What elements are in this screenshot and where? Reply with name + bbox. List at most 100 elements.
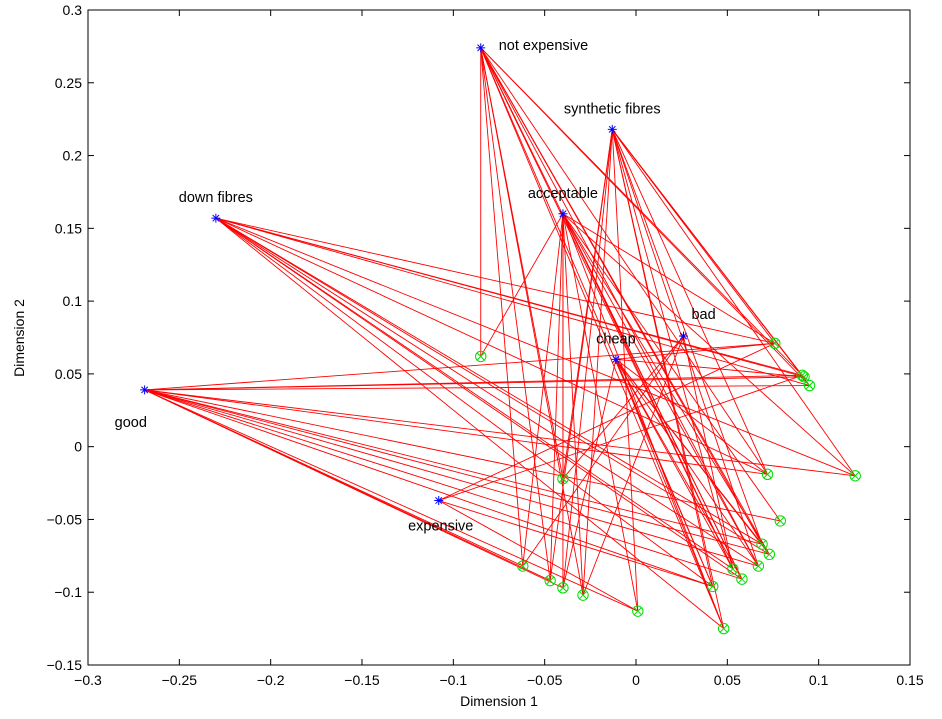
object-marker [849, 470, 861, 482]
object-marker [736, 573, 748, 585]
attribute-label: down fibres [179, 190, 253, 206]
link-line [562, 213, 725, 629]
link-line [144, 376, 805, 391]
attribute-marker [140, 385, 150, 395]
x-tick-label: 0.05 [714, 672, 741, 688]
link-line [144, 389, 713, 587]
links-layer [144, 47, 856, 629]
x-tick-label: 0 [632, 672, 640, 688]
attribute-marker [607, 124, 617, 134]
link-line [611, 129, 810, 386]
link-line [562, 213, 776, 344]
y-axis-title: Dimension 2 [11, 299, 27, 377]
object-marker [769, 337, 781, 350]
link-line [562, 359, 617, 588]
link-line [611, 129, 856, 477]
link-line [144, 389, 759, 567]
object-marker [761, 468, 774, 481]
link-line [562, 213, 584, 596]
attribute-label: not expensive [499, 38, 588, 54]
link-line [562, 213, 770, 555]
link-line [522, 335, 684, 567]
link-line [144, 389, 743, 580]
link-line [611, 129, 768, 475]
attribute-marker [558, 209, 568, 219]
y-tick-label: 0 [74, 439, 82, 455]
x-tick-label: −0.25 [162, 672, 198, 688]
link-line [615, 359, 743, 580]
object-marker [707, 580, 719, 593]
link-line [683, 335, 734, 570]
object-marker [557, 472, 569, 485]
object-marker [752, 560, 765, 572]
object-marker [577, 589, 589, 601]
link-line [144, 385, 810, 391]
x-axis: −0.3 −0.25 −0.2 −0.15 −0.1 −0.05 0 0.05 0.1 0.15 [74, 10, 924, 688]
object-marker [544, 574, 556, 587]
x-tick-label: 0.15 [896, 672, 923, 688]
object-marker [727, 563, 739, 575]
link-line [480, 47, 810, 386]
link-line [438, 342, 776, 501]
attribute-label: cheap [596, 331, 636, 347]
link-line [562, 213, 639, 612]
y-tick-label: 0.3 [63, 2, 83, 18]
object-marker [475, 350, 487, 363]
plot-frame [87, 9, 911, 666]
link-line [215, 217, 856, 477]
link-line [615, 359, 759, 567]
link-line [562, 129, 613, 588]
link-line [480, 47, 524, 567]
x-axis-title: Dimension 1 [460, 693, 538, 709]
link-line [144, 389, 781, 522]
attribute-label: good [115, 415, 147, 431]
link-line [215, 217, 734, 570]
link-line [611, 129, 763, 545]
link-line [144, 389, 856, 477]
attribute-marker [211, 213, 221, 223]
y-tick-label: −0.05 [47, 511, 83, 527]
link-line [480, 47, 551, 581]
object-marker [774, 515, 787, 527]
link-line [480, 213, 564, 357]
attribute-label: acceptable [528, 186, 598, 202]
y-axis: −0.15 −0.1 −0.05 0 0.05 0.1 0.15 0.2 0.25 0.3 [47, 2, 910, 673]
object-marker [763, 548, 776, 561]
link-line [215, 217, 743, 580]
link-line [611, 129, 759, 567]
x-tick-label: −0.15 [344, 672, 380, 688]
y-tick-label: −0.15 [47, 657, 83, 673]
link-line [615, 342, 775, 360]
link-line [615, 358, 805, 378]
attribute-label: expensive [408, 519, 473, 535]
attribute-label: synthetic fibres [564, 101, 661, 117]
x-tick-label: −0.1 [440, 672, 468, 688]
y-tick-label: −0.1 [54, 584, 82, 600]
object-marker [632, 605, 644, 617]
link-line [215, 217, 713, 587]
link-line [562, 213, 743, 580]
attributes-layer: not expensive synthetic fibres acceptable d… [115, 38, 716, 535]
link-line [615, 359, 770, 555]
object-marker [717, 622, 730, 635]
object-marker [517, 560, 529, 572]
link-line [215, 217, 775, 344]
link-line [611, 129, 725, 629]
link-line [480, 47, 768, 475]
x-tick-label: −0.05 [527, 672, 563, 688]
link-line [215, 217, 770, 555]
x-tick-label: −0.3 [74, 672, 102, 688]
y-tick-label: 0.15 [55, 220, 82, 236]
attribute-marker [434, 496, 444, 506]
link-line [215, 217, 724, 629]
link-line [562, 213, 759, 567]
object-marker [803, 379, 816, 392]
link-line [215, 217, 768, 475]
x-tick-label: 0.1 [809, 672, 829, 688]
link-line [144, 389, 770, 555]
link-line [522, 213, 564, 567]
link-line [562, 213, 856, 477]
link-line [144, 389, 763, 545]
link-line [549, 129, 613, 581]
